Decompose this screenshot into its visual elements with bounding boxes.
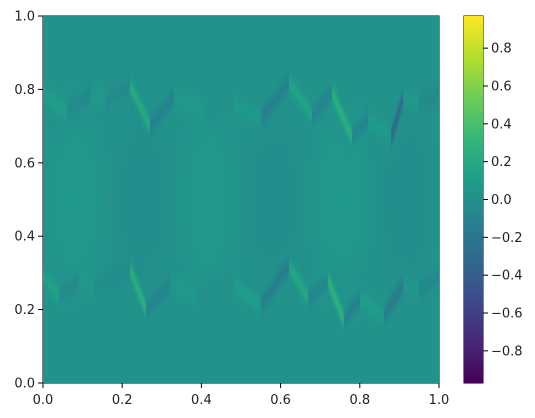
- x-tick-label: 0.8: [349, 393, 370, 408]
- y-tick-label: 0.2: [14, 303, 35, 318]
- x-tick-label: 0.2: [112, 393, 133, 408]
- colorbar-tick-label: −0.8: [491, 344, 523, 359]
- colorbar-tick-label: −0.2: [491, 231, 523, 246]
- colorbar-tick-label: −0.4: [491, 269, 523, 284]
- x-tick-label: 0.4: [191, 393, 212, 408]
- heatmap-image: [43, 16, 439, 383]
- y-tick-label: 1.0: [14, 10, 35, 25]
- y-axis-ticks: 0.0 0.2 0.4 0.6 0.8 1.0: [14, 10, 43, 392]
- y-tick-label: 0.6: [14, 156, 35, 171]
- colorbar-ticks: 0.8 0.6 0.4 0.2 0.0 −0.2 −0.4 −0.6 −0.8: [483, 42, 523, 359]
- x-tick-label: 0.6: [270, 393, 291, 408]
- x-tick-label: 0.0: [33, 393, 54, 408]
- colorbar-tick-label: −0.6: [491, 307, 523, 322]
- colorbar-gradient: [464, 16, 483, 383]
- colorbar-tick-label: 0.2: [491, 155, 512, 170]
- x-axis-ticks: 0.0 0.2 0.4 0.6 0.8 1.0: [33, 383, 450, 408]
- colorbar-tick-label: 0.6: [491, 79, 512, 94]
- colorbar-tick-label: 0.8: [491, 42, 512, 57]
- y-tick-label: 0.0: [14, 377, 35, 392]
- y-tick-label: 0.4: [14, 230, 35, 245]
- colorbar-tick-label: 0.0: [491, 193, 512, 208]
- x-tick-label: 1.0: [429, 393, 450, 408]
- y-tick-label: 0.8: [14, 83, 35, 98]
- colorbar-tick-label: 0.4: [491, 117, 512, 132]
